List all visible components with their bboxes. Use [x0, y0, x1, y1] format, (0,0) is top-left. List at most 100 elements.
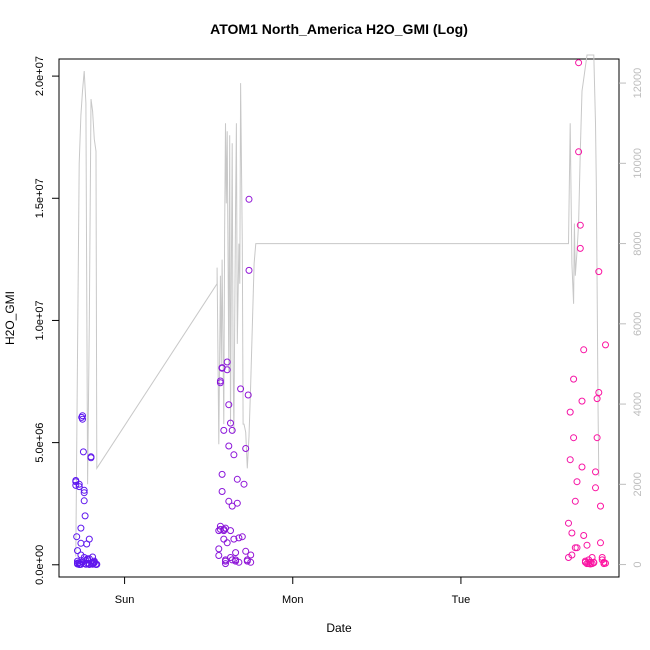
data-point — [79, 448, 87, 456]
y-right-tick-label: 2000 — [632, 472, 644, 496]
data-point — [232, 549, 240, 557]
data-point — [247, 551, 255, 559]
data-point — [79, 558, 86, 566]
data-point — [240, 480, 248, 488]
data-point — [578, 463, 586, 471]
data-point — [89, 553, 97, 561]
data-point — [237, 385, 245, 393]
data-point — [593, 395, 601, 403]
data-point — [602, 559, 609, 567]
data-point — [235, 534, 243, 542]
data-point — [80, 489, 88, 497]
data-point — [79, 412, 86, 420]
data-point — [225, 497, 233, 505]
data-point — [74, 547, 81, 555]
data-point — [580, 346, 588, 354]
x-tick-label: Sun — [115, 594, 135, 606]
data-point — [597, 502, 604, 510]
y-right-tick-label: 0 — [632, 561, 644, 567]
data-point — [245, 266, 253, 274]
data-point — [81, 512, 89, 520]
data-point — [583, 541, 591, 549]
data-point — [223, 366, 231, 374]
data-point — [222, 560, 229, 568]
data-point — [228, 426, 236, 434]
altitude-line — [75, 54, 600, 557]
data-point — [570, 434, 578, 442]
data-point — [215, 545, 223, 553]
data-point — [75, 559, 83, 567]
data-point — [75, 483, 83, 491]
data-point — [80, 486, 88, 494]
data-point — [590, 558, 598, 566]
data-point — [586, 558, 594, 566]
data-point — [228, 556, 236, 564]
data-point — [566, 408, 574, 416]
data-point — [570, 375, 578, 383]
data-point — [242, 445, 250, 452]
data-point — [227, 419, 234, 427]
altitude-line-layer — [75, 54, 600, 557]
data-point — [233, 475, 241, 483]
data-point — [82, 556, 90, 564]
data-point — [80, 497, 88, 505]
data-point — [232, 557, 240, 565]
data-point — [595, 389, 603, 396]
data-point — [571, 497, 579, 505]
y-right-tick-label: 10000 — [632, 148, 644, 179]
y-left-tick-label: 1.5e+07 — [34, 178, 46, 218]
plot-frame — [58, 58, 620, 578]
data-point — [580, 532, 588, 539]
y-left-tick-label: 2.0e+07 — [34, 56, 46, 96]
data-point — [242, 547, 250, 555]
data-point — [602, 341, 609, 349]
data-point — [568, 551, 576, 559]
y-right-tick-label: 4000 — [632, 392, 644, 416]
x-axis: Sun Mon Tue — [115, 577, 470, 606]
data-point — [230, 451, 238, 459]
data-point — [77, 524, 85, 532]
data-point — [225, 442, 233, 450]
data-point — [245, 195, 253, 203]
y-left-tick-label: 5.0e+06 — [34, 423, 46, 463]
y-left-tick-label: 0.0e+00 — [34, 545, 46, 585]
y-axis-right: 0 2000 4000 6000 8000 10000 12000 — [619, 68, 644, 568]
data-point — [573, 544, 581, 552]
data-point — [75, 480, 83, 488]
data-point — [578, 397, 586, 405]
data-point — [227, 527, 234, 535]
data-point — [79, 415, 86, 423]
data-point — [576, 221, 584, 229]
data-point — [566, 456, 574, 464]
x-axis-label: Date — [326, 621, 352, 635]
data-point — [220, 535, 228, 543]
data-point — [235, 558, 243, 566]
data-point — [216, 525, 224, 533]
x-tick-label: Mon — [282, 594, 303, 606]
data-point — [575, 59, 583, 67]
data-point — [223, 358, 231, 366]
data-point — [565, 519, 572, 527]
data-point — [598, 554, 606, 561]
y-axis-left: 0.0e+00 5.0e+06 1.0e+07 1.5e+07 2.0e+07 — [34, 56, 59, 585]
chart-title: ATOM1 North_America H2O_GMI (Log) — [210, 21, 468, 37]
data-point — [592, 468, 599, 476]
x-tick-label: Tue — [452, 594, 471, 606]
data-point — [215, 552, 223, 559]
data-point — [223, 539, 231, 547]
y-left-tick-label: 1.0e+07 — [34, 300, 46, 340]
y-axis-label: H2O_GMI — [3, 291, 17, 345]
data-point — [233, 499, 241, 507]
data-point — [73, 533, 81, 541]
data-point — [77, 539, 85, 547]
data-point — [228, 502, 236, 510]
data-point — [575, 148, 583, 156]
data-point — [593, 434, 601, 442]
data-point — [90, 557, 98, 565]
y-right-tick-label: 6000 — [632, 312, 644, 336]
data-point — [87, 454, 95, 462]
data-point — [218, 470, 226, 478]
data-point — [216, 377, 224, 385]
data-point — [244, 391, 252, 399]
